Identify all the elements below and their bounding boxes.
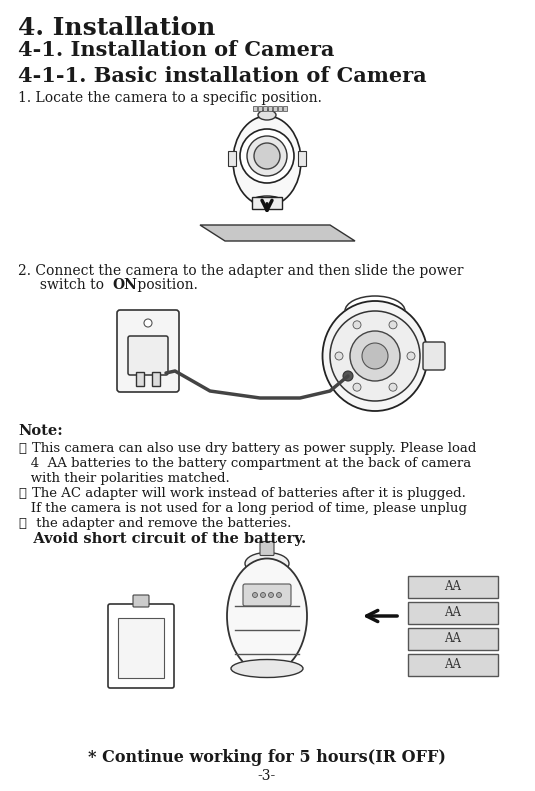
Bar [228,151,236,166]
Circle shape [343,371,353,381]
Text: -3-: -3- [258,769,276,783]
Bar [152,372,160,386]
Bar [136,372,144,386]
Bar [278,106,282,111]
Circle shape [389,321,397,329]
Text: the adapter and remove the batteries.: the adapter and remove the batteries. [32,517,292,530]
Circle shape [389,383,397,392]
Circle shape [269,592,273,597]
Circle shape [277,592,281,597]
Circle shape [240,129,294,183]
Text: * Continue working for 5 hours(IR OFF): * Continue working for 5 hours(IR OFF) [88,749,446,766]
Bar [263,106,267,111]
Ellipse shape [258,110,276,120]
FancyBboxPatch shape [133,595,149,607]
Text: Avoid short circuit of the battery.: Avoid short circuit of the battery. [18,532,306,546]
Bar [268,106,272,111]
Text: switch to: switch to [18,278,109,292]
Text: 2. Connect the camera to the adapter and then slide the power: 2. Connect the camera to the adapter and… [18,264,463,278]
FancyBboxPatch shape [108,604,174,688]
Text: ①: ① [18,442,26,455]
Text: 4-1. Installation of Camera: 4-1. Installation of Camera [18,40,334,60]
Polygon shape [200,225,355,241]
FancyBboxPatch shape [260,542,274,555]
Ellipse shape [252,196,282,206]
Ellipse shape [323,301,427,411]
Ellipse shape [227,558,307,673]
FancyBboxPatch shape [408,654,498,676]
Circle shape [353,383,361,392]
Text: ③: ③ [18,517,26,530]
FancyBboxPatch shape [117,310,179,392]
Circle shape [353,321,361,329]
Bar [298,151,306,166]
Bar [258,106,262,111]
Text: 4-1-1. Basic installation of Camera: 4-1-1. Basic installation of Camera [18,66,426,86]
Text: 4. Installation: 4. Installation [18,16,216,40]
FancyBboxPatch shape [128,336,168,375]
Text: position.: position. [133,278,198,292]
Bar [252,197,282,209]
Ellipse shape [245,552,289,574]
FancyBboxPatch shape [408,576,498,598]
Text: The AC adapter will work instead of batteries after it is plugged.: The AC adapter will work instead of batt… [32,487,466,500]
Circle shape [335,352,343,360]
Text: Note:: Note: [18,424,63,438]
Bar [253,106,257,111]
Text: ②: ② [18,487,26,500]
Ellipse shape [233,116,301,206]
Bar [118,618,164,678]
Circle shape [253,592,257,597]
Circle shape [144,319,152,327]
Text: AA: AA [445,607,462,619]
Bar [273,106,277,111]
Circle shape [261,592,265,597]
Text: 4  AA batteries to the battery compartment at the back of camera: 4 AA batteries to the battery compartmen… [18,457,471,470]
Ellipse shape [231,660,303,678]
Circle shape [407,352,415,360]
Circle shape [362,343,388,369]
FancyBboxPatch shape [243,584,291,606]
Circle shape [247,136,287,176]
Bar [283,106,287,111]
Text: AA: AA [445,581,462,593]
Text: This camera can also use dry battery as power supply. Please load: This camera can also use dry battery as … [32,442,476,455]
FancyBboxPatch shape [423,342,445,370]
FancyBboxPatch shape [408,628,498,650]
Circle shape [254,143,280,169]
Text: AA: AA [445,633,462,645]
Circle shape [350,331,400,381]
Text: with their polarities matched.: with their polarities matched. [18,472,230,485]
FancyBboxPatch shape [408,602,498,624]
Text: AA: AA [445,658,462,672]
Text: If the camera is not used for a long period of time, please unplug: If the camera is not used for a long per… [18,502,467,515]
Circle shape [330,311,420,401]
Text: 1. Locate the camera to a specific position.: 1. Locate the camera to a specific posit… [18,91,322,105]
Text: ON: ON [112,278,137,292]
